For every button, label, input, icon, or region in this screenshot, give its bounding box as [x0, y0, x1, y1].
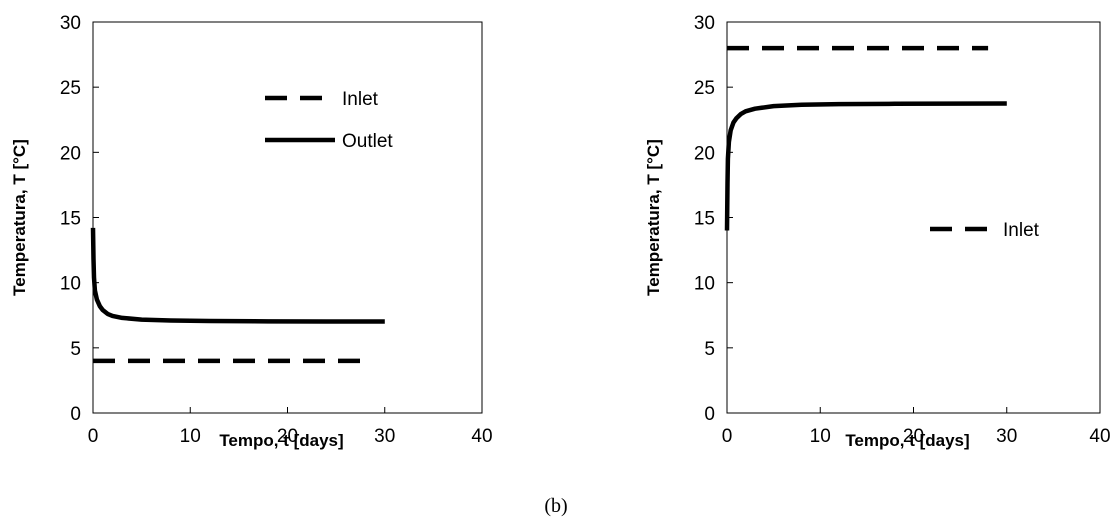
x-tick-label: 30 [996, 426, 1017, 447]
y-tick-label: 25 [694, 78, 715, 99]
legend-label-inlet: Inlet [1003, 220, 1040, 241]
y-tick-label: 15 [60, 209, 81, 230]
x-axis-title: Tempo, t [days] [845, 431, 969, 450]
y-axis-title: Temperatura, T [°C] [644, 139, 663, 296]
x-tick-label: 0 [722, 426, 733, 447]
y-axis-title: Temperatura, T [°C] [10, 139, 29, 296]
x-axis-title: Tempo, t [days] [219, 431, 343, 450]
legend-label-inlet: Inlet [342, 89, 379, 110]
y-tick-label: 5 [70, 339, 81, 360]
plot-frame [92, 21, 483, 414]
x-tick-label: 40 [1089, 426, 1110, 447]
y-tick-label: 30 [60, 13, 81, 34]
legend-label-outlet: Outlet [342, 131, 393, 152]
y-tick-label: 20 [694, 143, 715, 164]
y-tick-label: 0 [704, 404, 715, 425]
x-tick-label: 30 [374, 426, 395, 447]
x-tick-label: 20 [277, 426, 298, 447]
y-tick-label: 10 [694, 274, 715, 295]
series-line-outlet [90, 227, 385, 324]
x-tick-label: 0 [88, 426, 99, 447]
x-tick-label: 40 [471, 426, 492, 447]
y-tick-label: 0 [70, 404, 81, 425]
chart-panel-left: 0 5 10 15 20 25 30 0 10 20 30 40 Tempo, t [days] Temp… [10, 13, 493, 450]
y-tick-label: 30 [694, 13, 715, 34]
y-tick-label: 5 [704, 339, 715, 360]
x-tick-label: 10 [180, 426, 201, 447]
x-tick-label: 20 [903, 426, 924, 447]
series-line-unnamed-1 [724, 101, 1007, 231]
x-tick-label: 10 [810, 426, 831, 447]
plot-frame [726, 21, 1101, 414]
y-tick-label: 25 [60, 78, 81, 99]
figure-caption: (b) [544, 495, 567, 517]
y-tick-label: 20 [60, 143, 81, 164]
y-tick-label: 15 [694, 209, 715, 230]
chart-panel-right: 0 5 10 15 20 25 30 0 10 20 30 40 Tempo, t [days] Temp… [644, 13, 1111, 450]
y-tick-label: 10 [60, 274, 81, 295]
